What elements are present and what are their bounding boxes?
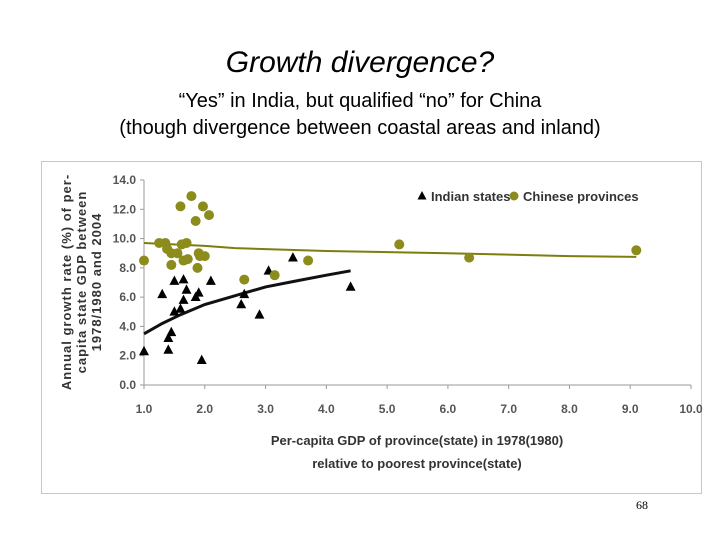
china-trendline [143, 242, 637, 258]
india-state-point [254, 309, 265, 319]
y-tick-label: 6.0 [119, 290, 136, 304]
x-tick-label: 9.0 [622, 402, 639, 416]
india-state-point [236, 299, 247, 309]
china-province-point [192, 262, 203, 273]
india-state-point [239, 288, 250, 299]
y-axis-title-line2: capita state GDP between [74, 191, 89, 374]
x-tick-label: 10.0 [679, 402, 703, 416]
china-province-point [190, 216, 201, 226]
china-province-point [166, 259, 177, 270]
china-province-point [394, 239, 405, 250]
legend-india-marker [417, 191, 427, 200]
india-state-point [157, 288, 168, 299]
x-tick-label: 2.0 [196, 402, 213, 416]
china-province-point [239, 274, 250, 285]
india-state-point [175, 303, 186, 313]
y-tick-label: 2.0 [119, 349, 136, 363]
x-tick-label: 4.0 [318, 402, 335, 416]
india-state-point [163, 332, 174, 342]
scatter-chart: 0.0 2.0 4.0 6.0 8.0 10.0 12.0 14.0 1.0 2.0 3.0 4.0 5… [59, 173, 703, 471]
china-province-point [181, 237, 192, 248]
india-state-point [178, 274, 189, 284]
china-province-point [199, 251, 210, 262]
y-tick-label: 4.0 [119, 319, 136, 333]
china-province-point [175, 201, 186, 212]
x-tick-label: 7.0 [500, 402, 517, 416]
x-tick-label: 6.0 [440, 402, 457, 416]
x-tick-label: 8.0 [561, 402, 578, 416]
slide-subtitle-line1: “Yes” in India, but qualified “no” for C… [178, 90, 542, 112]
india-state-point [288, 252, 298, 262]
china-province-point [186, 191, 197, 202]
y-tick-label: 12.0 [113, 202, 137, 216]
india-state-point [163, 344, 174, 354]
x-axis-title-line2: relative to poorest province(state) [312, 456, 522, 471]
china-province-point [197, 201, 208, 212]
axis-labels: Per-capita GDP of province(state) in 197… [59, 174, 563, 471]
india-state-point [169, 306, 180, 316]
india-state-point [181, 284, 192, 294]
india-state-point [345, 281, 356, 291]
china-province-point [464, 252, 475, 263]
china-province-point [269, 270, 280, 281]
india-state-point [139, 345, 149, 356]
y-tick-label: 14.0 [113, 173, 137, 187]
y-tick-label: 8.0 [119, 261, 136, 275]
axes: 0.0 2.0 4.0 6.0 8.0 10.0 12.0 14.0 1.0 2.0 3.0 4.0 5… [113, 173, 703, 416]
y-axis-title-line3: 1978/1980 and 2004 [89, 213, 104, 352]
india-state-point [196, 354, 207, 364]
y-tick-label: 0.0 [119, 378, 136, 392]
india-state-point [205, 275, 216, 285]
x-tick-label: 1.0 [136, 402, 153, 416]
china-province-point [631, 245, 642, 256]
x-axis-title-line1: Per-capita GDP of province(state) in 197… [271, 433, 563, 448]
china-province-point [204, 210, 215, 221]
china-province-point [172, 248, 183, 259]
x-tick-label: 3.0 [257, 402, 274, 416]
india-state-point [166, 326, 177, 337]
china-province-point [139, 255, 149, 266]
legend-india-label: Indian states [431, 189, 510, 204]
trendlines [143, 242, 637, 336]
legend-china-label: Chinese provinces [523, 189, 639, 204]
legend-china-marker [509, 191, 519, 201]
slide-subtitle-line2: (though divergence between coastal areas… [119, 117, 601, 139]
chart-frame: 0.0 2.0 4.0 6.0 8.0 10.0 12.0 14.0 1.0 2.0 3.0 4.0 5… [41, 161, 703, 494]
india-trendline [143, 269, 351, 336]
data-points [139, 191, 642, 364]
slide-page-number: 68 [636, 498, 648, 512]
legend: Indian states Chinese provinces [417, 189, 639, 204]
india-state-point [193, 287, 204, 297]
china-province-point [303, 255, 314, 266]
x-tick-label: 5.0 [379, 402, 396, 416]
y-tick-label: 10.0 [113, 232, 137, 246]
china-province-point [182, 254, 193, 265]
india-state-point [169, 275, 180, 285]
slide-title: Growth divergence? [225, 46, 495, 79]
india-state-point [178, 294, 189, 304]
y-axis-title-line1: Annual growth rate (%) of per- [59, 174, 74, 390]
